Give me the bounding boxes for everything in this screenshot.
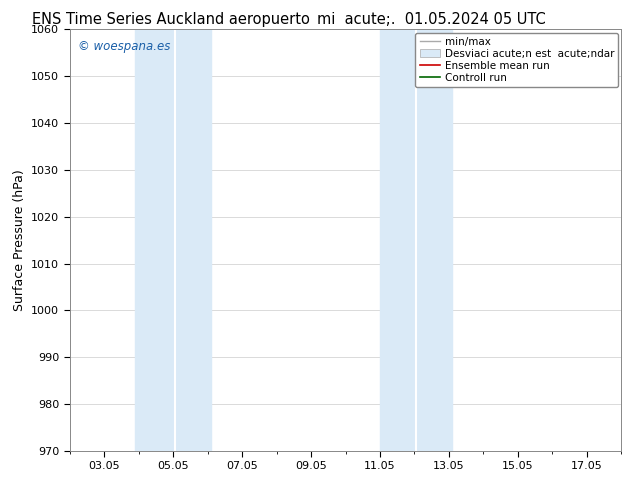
- Text: ENS Time Series Auckland aeropuerto: ENS Time Series Auckland aeropuerto: [32, 12, 310, 27]
- Legend: min/max, Desviaci acute;n est  acute;ndar, Ensemble mean run, Controll run: min/max, Desviaci acute;n est acute;ndar…: [415, 32, 618, 87]
- Text: mi  acute;.  01.05.2024 05 UTC: mi acute;. 01.05.2024 05 UTC: [317, 12, 545, 27]
- Text: © woespana.es: © woespana.es: [78, 40, 171, 53]
- Y-axis label: Surface Pressure (hPa): Surface Pressure (hPa): [13, 169, 25, 311]
- Bar: [380, 29, 453, 451]
- Bar: [135, 29, 211, 451]
